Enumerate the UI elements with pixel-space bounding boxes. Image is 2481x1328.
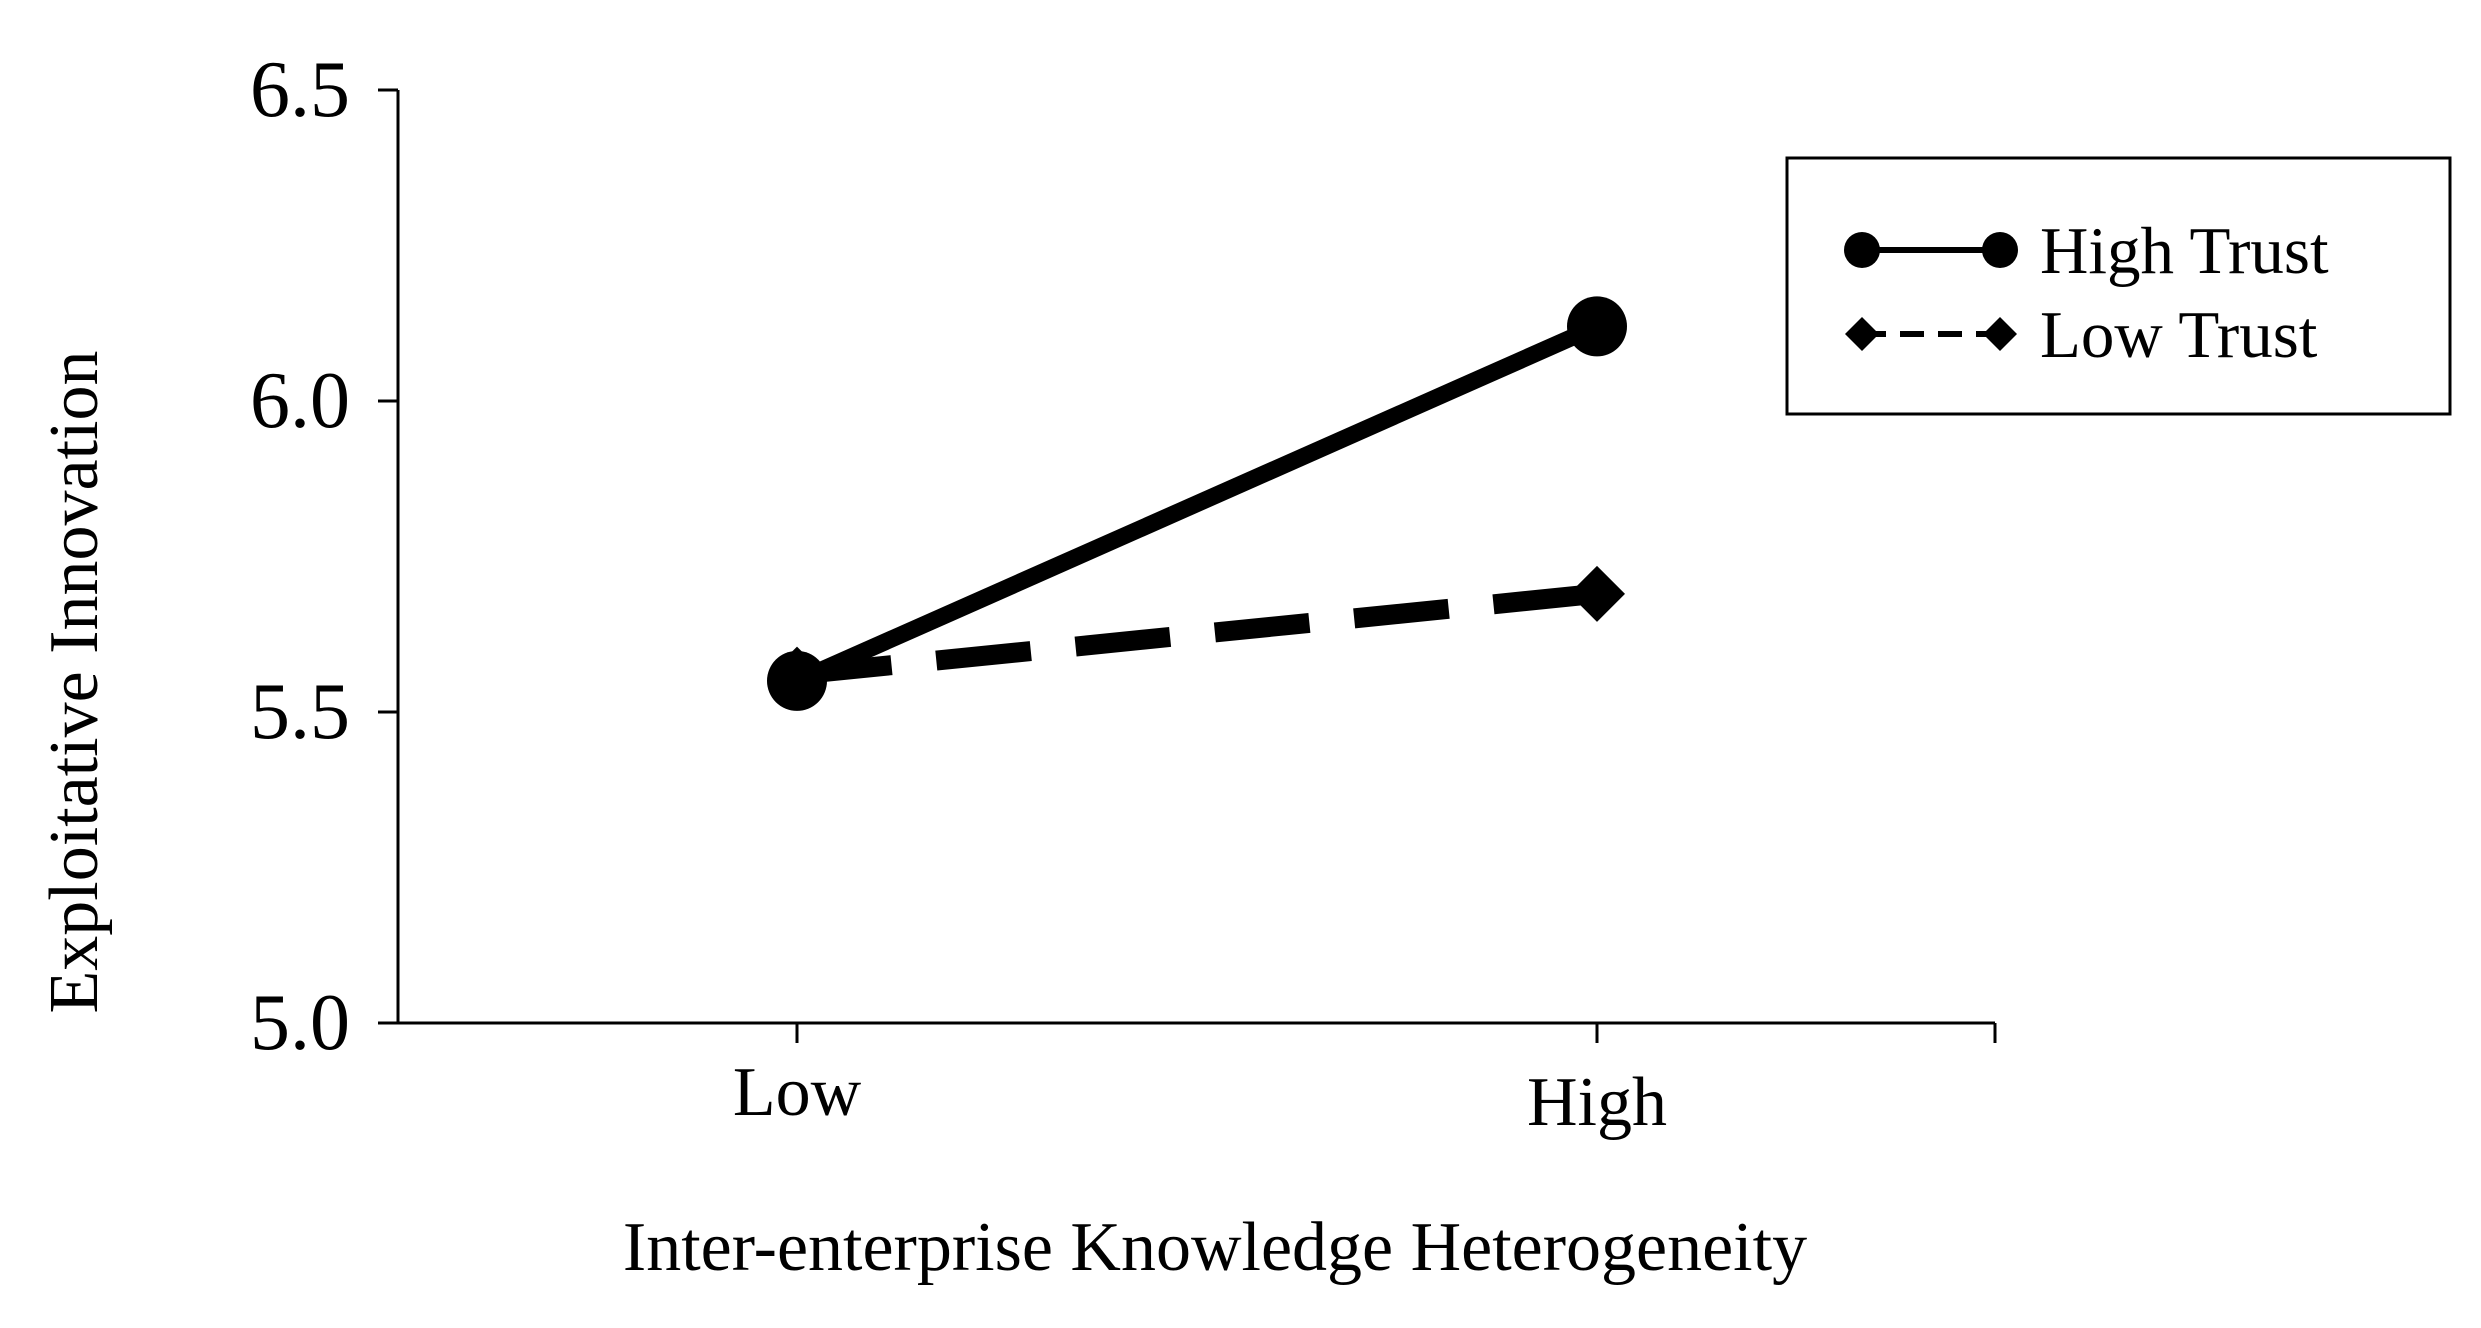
- series-group: [767, 296, 1627, 711]
- legend-marker: [1845, 317, 1879, 351]
- y-ticks: 5.0 5.5 6.0 6.5: [250, 46, 398, 1067]
- data-point: [767, 650, 827, 711]
- x-tick-label: High: [1527, 1064, 1667, 1141]
- legend-marker: [1983, 317, 2017, 351]
- axes: [396, 90, 1995, 1025]
- legend-label: High Trust: [2040, 214, 2329, 288]
- series-high-trust: [767, 296, 1627, 711]
- y-axis-title: Exploitative Innovation: [36, 351, 113, 1014]
- x-tick-label: Low: [733, 1054, 862, 1131]
- data-point: [1567, 296, 1627, 357]
- legend-item-low-trust: Low Trust: [1845, 298, 2318, 372]
- legend-box: [1785, 156, 2452, 416]
- y-tick-label: 5.0: [250, 979, 350, 1067]
- legend-label: Low Trust: [2040, 298, 2318, 372]
- x-ticks: Low High: [733, 1023, 1997, 1141]
- legend: High Trust Low Trust: [1785, 156, 2452, 416]
- legend-marker: [1844, 232, 1880, 268]
- legend-marker: [1982, 232, 2018, 268]
- x-axis-title: Inter-enterprise Knowledge Heterogeneity: [623, 1209, 1807, 1286]
- y-tick-label: 6.5: [250, 46, 350, 134]
- legend-item-high-trust: High Trust: [1844, 214, 2329, 288]
- y-tick-label: 5.5: [250, 668, 350, 756]
- series-line: [793, 318, 1601, 689]
- data-point: [1569, 565, 1625, 622]
- y-tick-label: 6.0: [250, 357, 350, 445]
